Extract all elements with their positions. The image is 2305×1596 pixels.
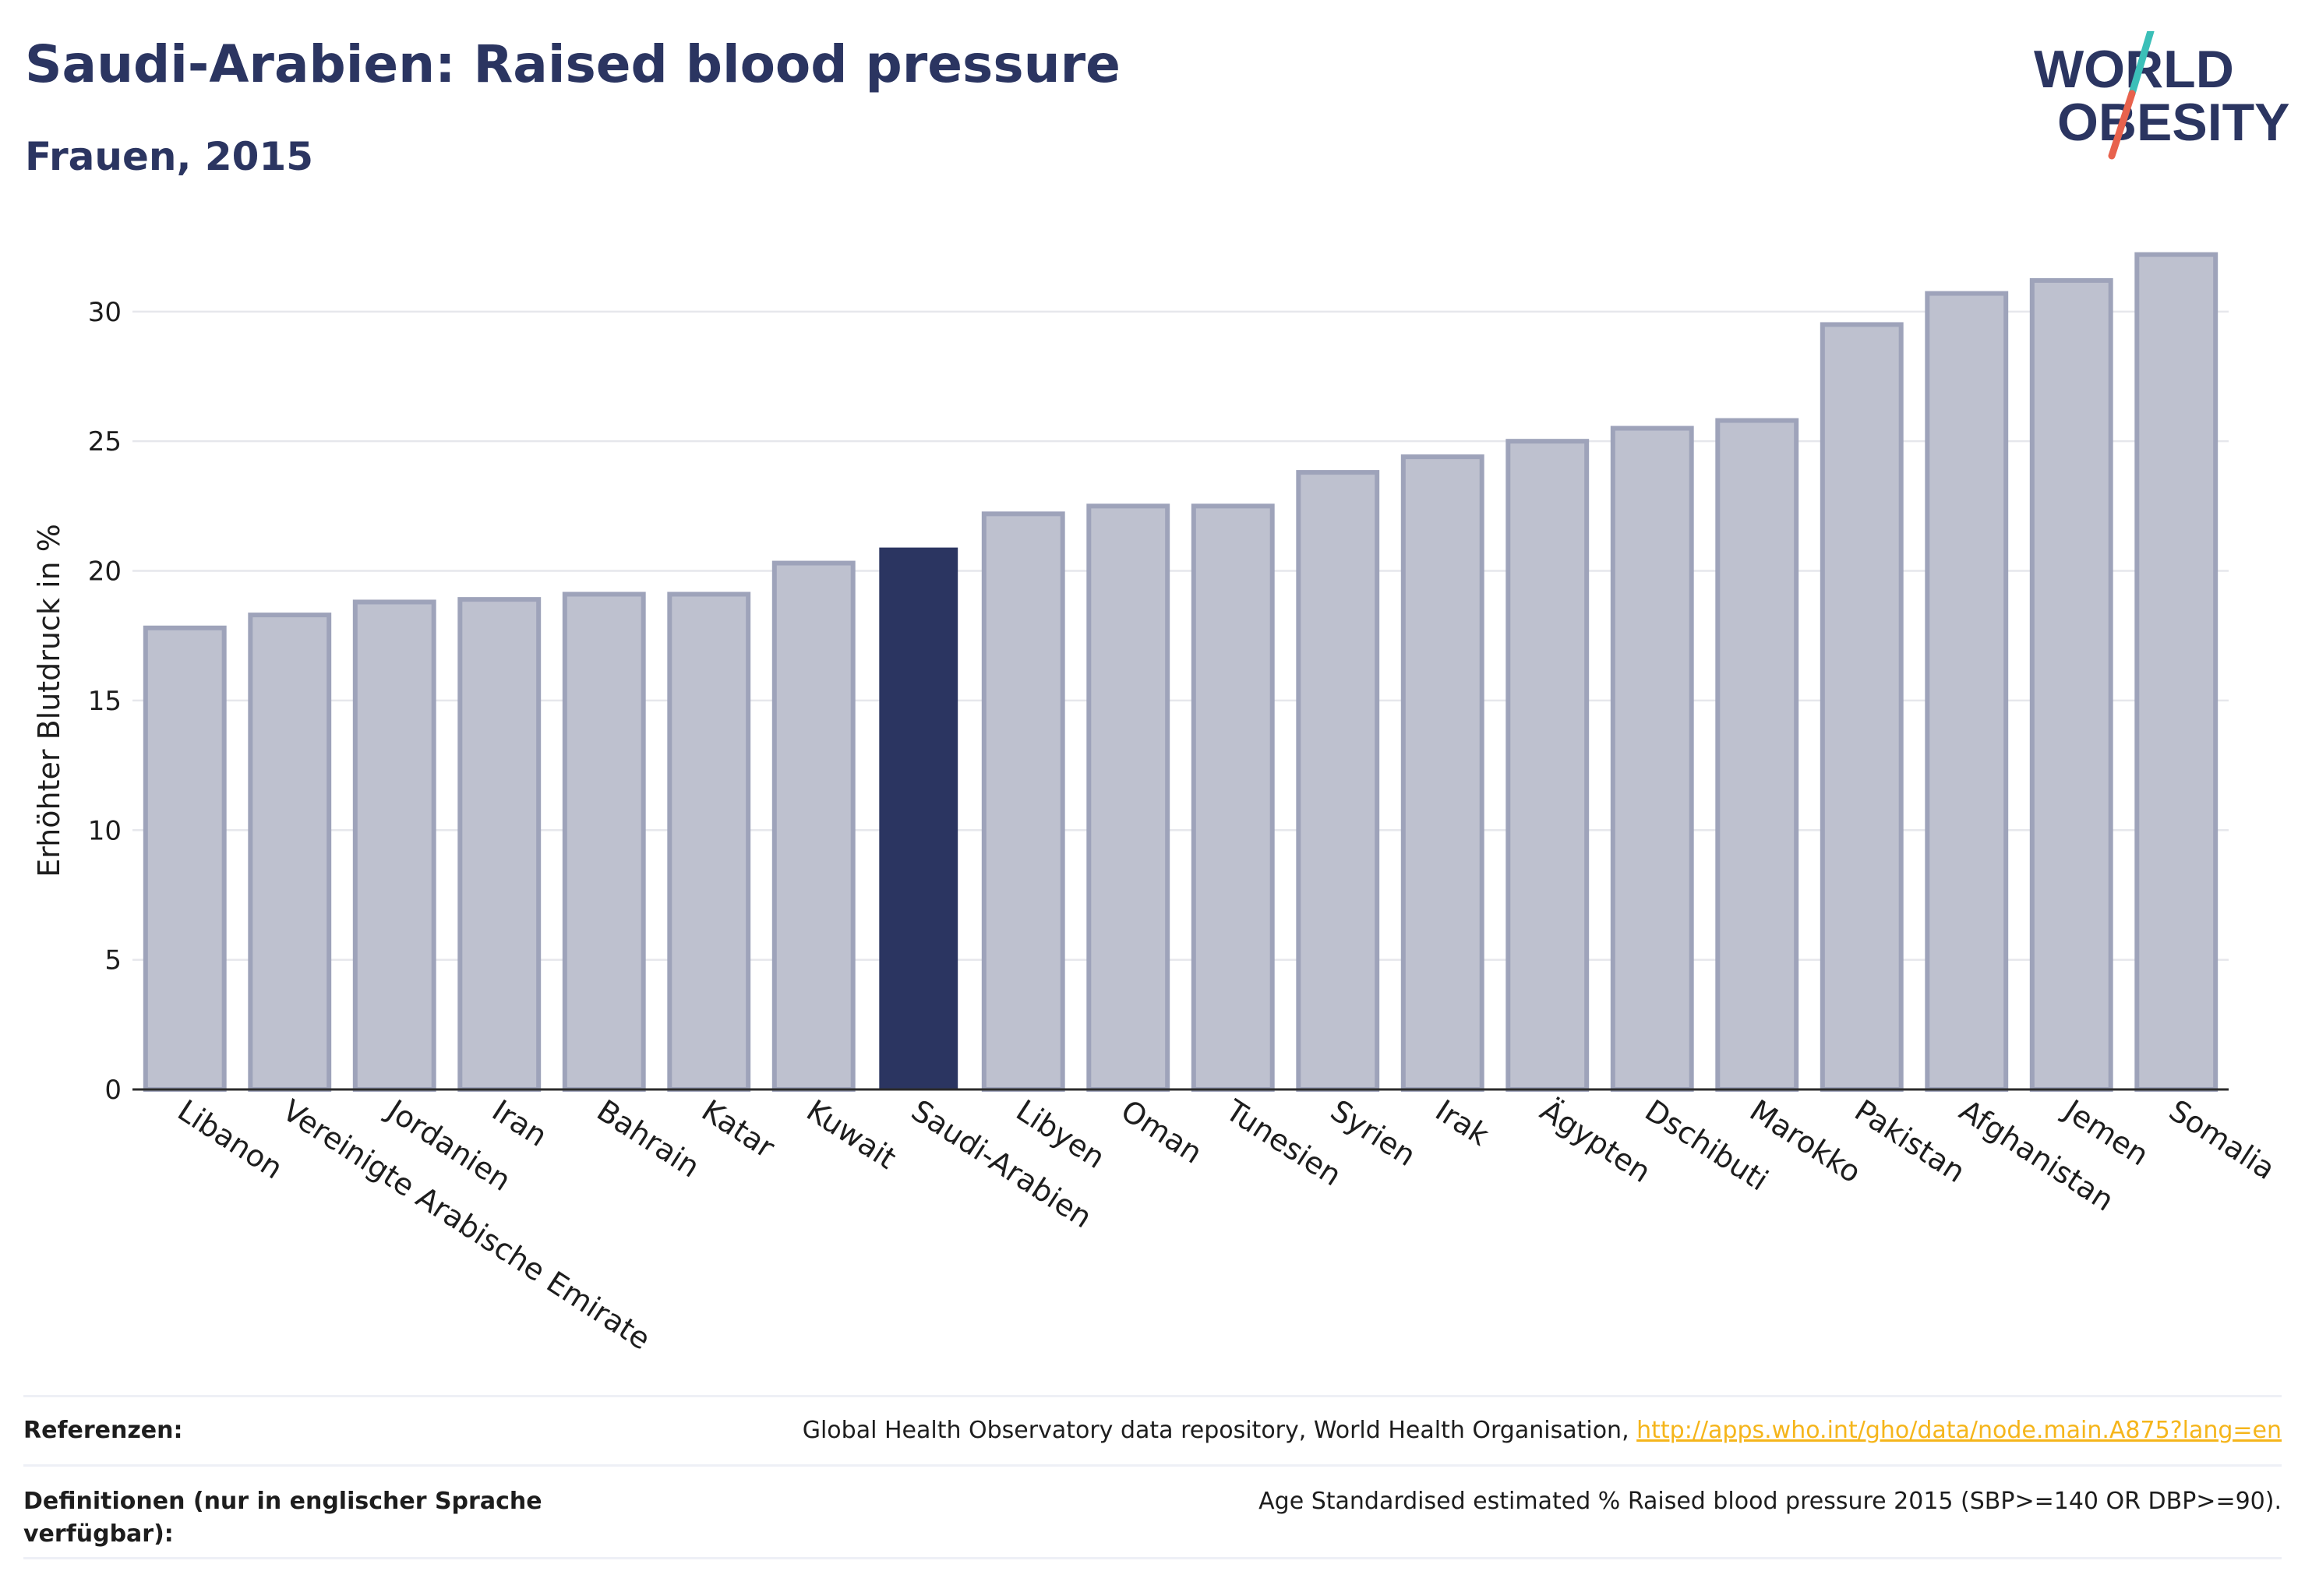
bar bbox=[248, 613, 332, 1092]
bar bbox=[352, 599, 436, 1092]
x-tick-label: Vereinigte Arabische Emirate bbox=[277, 1093, 657, 1357]
y-tick-label: 30 bbox=[88, 297, 122, 328]
x-tick-label: Katar bbox=[696, 1093, 781, 1165]
y-axis-label: Erhöhter Blutdruck in % bbox=[32, 524, 66, 877]
references-link[interactable]: http://apps.who.int/gho/data/node.main.A… bbox=[1636, 1417, 2282, 1444]
x-tick-label: Oman bbox=[1115, 1093, 1209, 1171]
logo-line2: OBESITY bbox=[2057, 93, 2290, 152]
x-tick-label: Iran bbox=[486, 1093, 553, 1153]
bar bbox=[1820, 322, 1904, 1093]
x-tick-label: Libanon bbox=[171, 1093, 288, 1186]
bar bbox=[1925, 291, 2009, 1092]
references-text: Global Health Observatory data repositor… bbox=[802, 1417, 1637, 1444]
bar bbox=[2134, 252, 2219, 1093]
bar bbox=[1505, 439, 1590, 1092]
bar bbox=[1296, 470, 1380, 1092]
y-tick-label: 20 bbox=[88, 556, 122, 588]
bar-chart: 0 5 10 15 20 25 30 Erhöhter Blutdruck in % Liban… bbox=[32, 252, 2282, 1357]
x-tick-label: Tunesien bbox=[1220, 1093, 1348, 1192]
y-tick-label: 0 bbox=[104, 1075, 122, 1106]
bar bbox=[457, 597, 542, 1092]
bar bbox=[879, 547, 958, 1089]
bar bbox=[1715, 418, 1799, 1092]
x-tick-label: Kuwait bbox=[800, 1093, 902, 1176]
chart-subtitle: Frauen, 2015 bbox=[25, 134, 314, 179]
footer-table: Referenzen: Global Health Observatory da… bbox=[23, 1395, 2282, 1559]
bar bbox=[1191, 503, 1275, 1092]
bar bbox=[1400, 454, 1484, 1092]
x-tick-label: Ägypten bbox=[1534, 1093, 1657, 1190]
bar bbox=[1086, 503, 1170, 1092]
definitions-row: Definitionen (nur in englischer Sprache … bbox=[23, 1464, 2282, 1559]
logo-slash-teal bbox=[2128, 31, 2155, 97]
references-value: Global Health Observatory data repositor… bbox=[803, 1414, 2282, 1447]
y-tick-label: 15 bbox=[88, 686, 122, 717]
bar bbox=[667, 591, 751, 1092]
logo-slash-red bbox=[2108, 90, 2136, 160]
y-tick-label: 10 bbox=[88, 815, 122, 846]
x-tick-label: Pakistan bbox=[1848, 1093, 1971, 1190]
definitions-value: Age Standardised estimated % Raised bloo… bbox=[1258, 1488, 2282, 1515]
chart-title: Saudi-Arabien: Raised blood pressure bbox=[25, 34, 1121, 94]
x-tick-label: Bahrain bbox=[591, 1093, 705, 1185]
bar bbox=[143, 625, 227, 1092]
bar bbox=[1610, 425, 1694, 1092]
x-tick-label: Irak bbox=[1429, 1093, 1495, 1153]
references-label: Referenzen: bbox=[23, 1417, 183, 1444]
x-tick-label: Saudi-Arabien bbox=[905, 1093, 1098, 1235]
y-tick-label: 5 bbox=[104, 945, 122, 976]
bar bbox=[2029, 277, 2113, 1093]
references-row: Referenzen: Global Health Observatory da… bbox=[23, 1395, 2282, 1464]
definitions-label: Definitionen (nur in englischer Sprache … bbox=[23, 1488, 542, 1548]
bar bbox=[562, 591, 646, 1092]
x-tick-label: Somalia bbox=[2163, 1093, 2282, 1187]
y-tick-label: 25 bbox=[88, 426, 122, 457]
world-obesity-logo: WORLD OBESITY bbox=[2034, 31, 2290, 160]
bar bbox=[771, 560, 856, 1092]
bar bbox=[981, 511, 1065, 1092]
